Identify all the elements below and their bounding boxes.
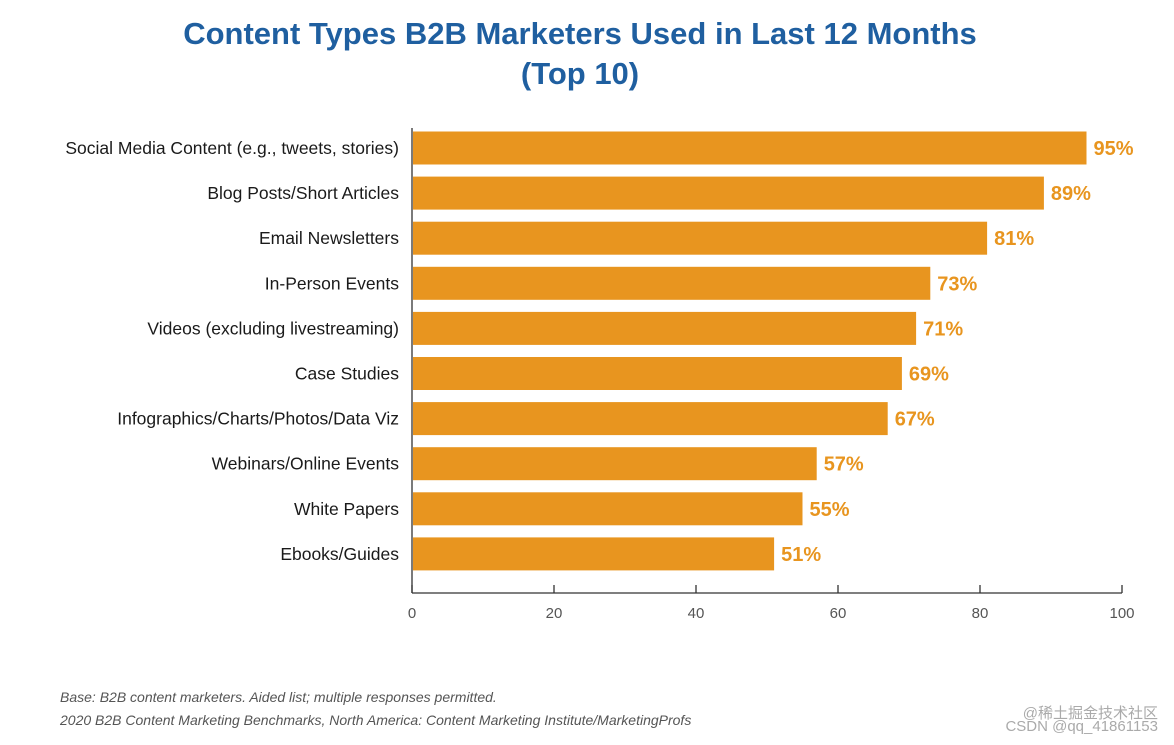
category-label-1: Social Media Content (e.g., tweets, stor… [65, 138, 399, 158]
category-label-5: Videos (excluding livestreaming) [147, 318, 399, 338]
data-label-9: 55% [810, 499, 850, 521]
x-tick-label-20: 20 [546, 605, 563, 622]
data-label-7: 67% [895, 409, 935, 431]
bar-8 [413, 447, 817, 480]
footnote-source: 2020 B2B Content Marketing Benchmarks, N… [60, 712, 691, 728]
x-tick-label-80: 80 [972, 605, 989, 622]
bar-5 [413, 312, 916, 345]
x-tick-label-60: 60 [830, 605, 847, 622]
footnote-base: Base: B2B content marketers. Aided list;… [60, 689, 497, 705]
category-label-8: Webinars/Online Events [212, 454, 400, 474]
data-label-8: 57% [824, 454, 864, 476]
data-label-1: 95% [1094, 138, 1134, 160]
bar-9 [413, 492, 803, 525]
data-label-3: 81% [994, 228, 1034, 250]
data-label-10: 51% [781, 544, 821, 566]
bar-1 [413, 132, 1087, 165]
bar-2 [413, 177, 1044, 210]
category-label-4: In-Person Events [265, 273, 399, 293]
x-tick-label-40: 40 [688, 605, 705, 622]
bar-chart: Social Media Content (e.g., tweets, stor… [0, 0, 1174, 745]
category-label-9: White Papers [294, 499, 399, 519]
bar-6 [413, 357, 902, 390]
bar-7 [413, 402, 888, 435]
data-label-5: 71% [923, 318, 963, 340]
bar-4 [413, 267, 930, 300]
category-label-2: Blog Posts/Short Articles [207, 183, 399, 203]
bar-10 [413, 537, 774, 570]
data-label-6: 69% [909, 364, 949, 386]
data-label-2: 89% [1051, 183, 1091, 205]
data-label-4: 73% [937, 273, 977, 295]
category-label-3: Email Newsletters [259, 228, 399, 248]
bar-3 [413, 222, 987, 255]
category-label-6: Case Studies [295, 364, 399, 384]
category-label-7: Infographics/Charts/Photos/Data Viz [117, 409, 399, 429]
x-tick-label-0: 0 [408, 605, 416, 622]
category-label-10: Ebooks/Guides [280, 544, 399, 564]
x-tick-label-100: 100 [1109, 605, 1134, 622]
watermark-csdn: CSDN @qq_41861153 [1005, 718, 1158, 735]
